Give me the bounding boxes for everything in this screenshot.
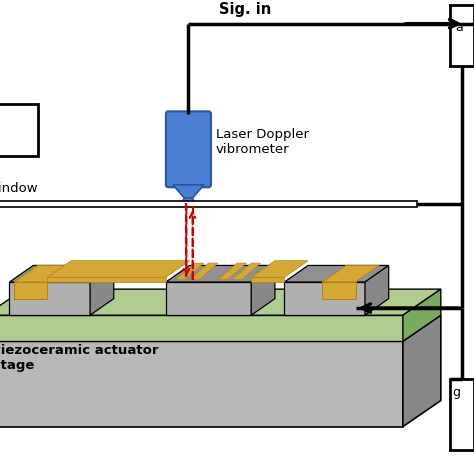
Polygon shape <box>365 265 389 315</box>
Text: g: g <box>453 386 461 399</box>
FancyBboxPatch shape <box>0 201 417 207</box>
Text: Window: Window <box>0 182 38 195</box>
Text: Laser Doppler
vibrometer: Laser Doppler vibrometer <box>216 128 309 156</box>
Text: Sig. in: Sig. in <box>219 1 272 17</box>
FancyBboxPatch shape <box>166 111 211 187</box>
Polygon shape <box>173 185 204 198</box>
Text: Piezoceramic actuator
Stage: Piezoceramic actuator Stage <box>0 344 158 372</box>
Polygon shape <box>284 282 365 315</box>
FancyBboxPatch shape <box>0 104 38 156</box>
Polygon shape <box>14 265 71 282</box>
Polygon shape <box>190 263 218 280</box>
Polygon shape <box>251 265 275 315</box>
Ellipse shape <box>183 198 193 202</box>
FancyBboxPatch shape <box>450 5 474 66</box>
Polygon shape <box>175 263 204 280</box>
Text: a: a <box>455 21 463 34</box>
Polygon shape <box>403 315 441 427</box>
Polygon shape <box>166 265 275 282</box>
Polygon shape <box>0 315 403 341</box>
Polygon shape <box>9 265 114 282</box>
Polygon shape <box>47 277 166 282</box>
Polygon shape <box>403 289 441 341</box>
Polygon shape <box>90 265 114 315</box>
FancyBboxPatch shape <box>450 379 474 450</box>
Polygon shape <box>9 282 90 315</box>
Polygon shape <box>284 265 389 282</box>
Polygon shape <box>14 282 47 299</box>
Polygon shape <box>0 315 441 341</box>
Polygon shape <box>47 261 190 277</box>
Polygon shape <box>322 282 356 299</box>
Polygon shape <box>218 263 246 280</box>
Polygon shape <box>251 261 308 277</box>
Polygon shape <box>0 289 441 315</box>
Polygon shape <box>251 277 284 282</box>
Polygon shape <box>0 341 403 427</box>
Polygon shape <box>166 282 251 315</box>
Polygon shape <box>322 265 379 282</box>
Polygon shape <box>232 263 261 280</box>
